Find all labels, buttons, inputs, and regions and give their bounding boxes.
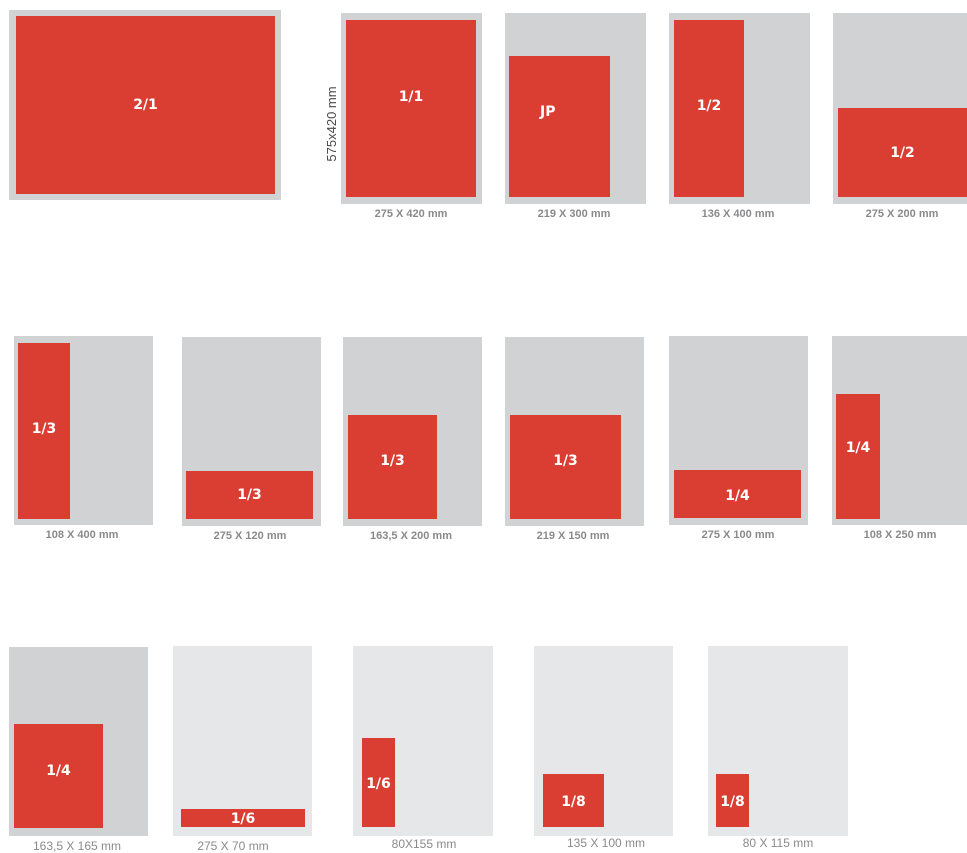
eighth-vertical-size: 80 X 115 mm: [742, 836, 814, 850]
third-horizontal-label: 1/3: [237, 487, 262, 503]
sixth-vertical-label: 1/6: [366, 775, 391, 792]
sixth-vertical-ad: 1/6: [362, 738, 395, 827]
third-wide-label: 1/3: [553, 452, 578, 469]
half-horizontal-size: 275 X 200 mm: [865, 208, 939, 220]
half-horizontal-label: 1/2: [890, 144, 915, 161]
eighth-vertical-label: 1/8: [720, 793, 745, 810]
sixth-horizontal-background: [173, 646, 312, 836]
quarter-vertical-size: 108 X 250 mm: [863, 529, 937, 541]
sixth-vertical-size: 80X155 mm: [391, 837, 457, 851]
full-page-ad: 1/1: [346, 20, 476, 197]
double-page-label: 2/1: [133, 97, 158, 113]
sixth-horizontal-size: 275 X 70 mm: [197, 839, 269, 853]
jp-label: JP: [540, 103, 556, 120]
quarter-vertical-ad: 1/4: [836, 394, 880, 519]
eighth-horizontal-label: 1/8: [561, 793, 586, 810]
double-page-ad: 2/1: [16, 16, 275, 194]
jp-size: 219 X 300 mm: [537, 208, 611, 220]
half-vertical-size: 136 X 400 mm: [701, 208, 775, 220]
third-wide-size: 219 X 150 mm: [536, 530, 610, 542]
third-vertical-ad: 1/3: [18, 343, 70, 519]
third-vertical-label: 1/3: [31, 420, 57, 437]
quarter-horizontal-ad: 1/4: [674, 470, 801, 518]
quarter-block-ad: 1/4: [14, 724, 103, 828]
third-wide-ad: 1/3: [510, 415, 621, 519]
quarter-block-size: 163,5 X 165 mm: [32, 839, 122, 853]
third-block-ad: 1/3: [348, 415, 437, 519]
quarter-vertical-label: 1/4: [845, 439, 871, 456]
third-horizontal-size: 275 X 120 mm: [213, 530, 287, 542]
jp-ad: JP: [509, 56, 610, 197]
quarter-block-label: 1/4: [46, 763, 71, 779]
half-horizontal-ad: 1/2: [838, 108, 967, 197]
eighth-horizontal-size: 135 X 100 mm: [566, 836, 646, 850]
third-block-size: 163,5 X 200 mm: [370, 530, 452, 542]
double-page-size: 575x420 mm: [324, 86, 339, 162]
sixth-horizontal-label: 1/6: [230, 811, 256, 827]
eighth-horizontal-ad: 1/8: [543, 774, 604, 827]
third-horizontal-ad: 1/3: [186, 471, 313, 519]
quarter-horizontal-label: 1/4: [725, 487, 750, 504]
eighth-vertical-ad: 1/8: [716, 774, 749, 827]
full-page-size: 275 X 420 mm: [374, 208, 448, 220]
full-page-label: 1/1: [398, 89, 424, 105]
sixth-horizontal-ad: 1/6: [181, 809, 305, 827]
third-block-label: 1/3: [380, 452, 405, 469]
third-vertical-size: 108 X 400 mm: [45, 529, 119, 541]
half-vertical-label: 1/2: [696, 97, 722, 114]
quarter-horizontal-size: 275 X 100 mm: [701, 529, 775, 541]
half-vertical-ad: 1/2: [674, 20, 744, 197]
